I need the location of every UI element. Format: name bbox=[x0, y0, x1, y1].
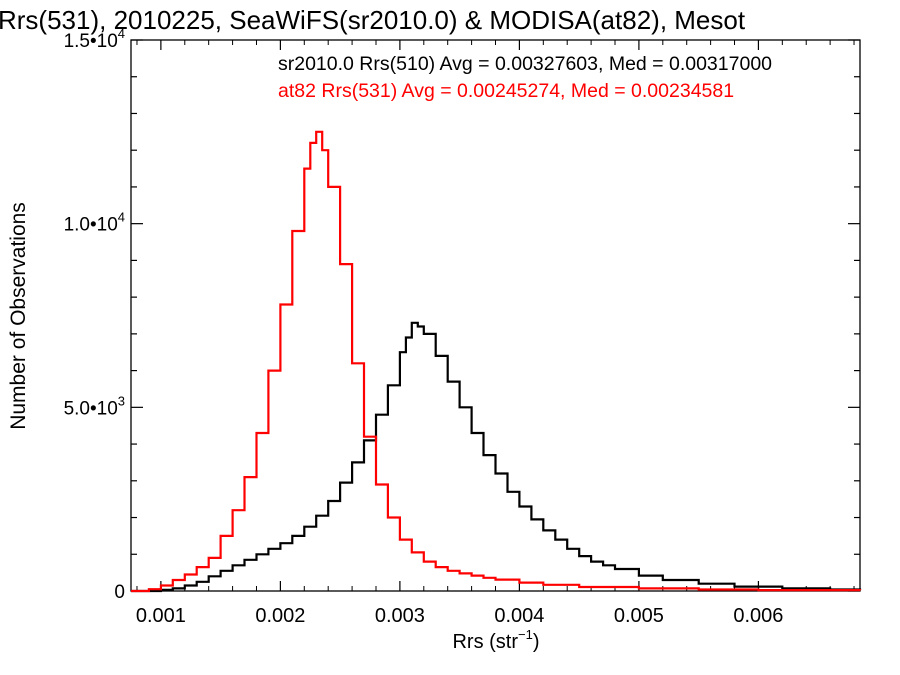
y-tick-label-3: 1.5•104 bbox=[64, 26, 125, 52]
annotation-sr2010: sr2010.0 Rrs(510) Avg = 0.00327603, Med … bbox=[278, 53, 772, 75]
series-group bbox=[131, 130, 862, 593]
x-tick-labels: 0.001 0.002 0.003 0.004 0.005 0.006 bbox=[136, 605, 784, 627]
annotation-at82: at82 Rrs(531) Avg = 0.00245274, Med = 0.… bbox=[278, 80, 734, 102]
y-tick-label-1: 5.0•103 bbox=[64, 393, 125, 419]
y-tick-mantissa: 5.0•10 bbox=[64, 398, 118, 419]
y-axis-label: Number of Observations bbox=[7, 202, 30, 430]
y-tick-exponent: 3 bbox=[118, 393, 125, 408]
x-axis-label: Rrs (str−1) bbox=[452, 627, 539, 653]
series-line-1 bbox=[131, 130, 862, 593]
x-tick-label-2: 0.003 bbox=[375, 605, 425, 627]
series-line-0 bbox=[131, 321, 862, 593]
y-tick-exponent: 4 bbox=[118, 26, 125, 41]
x-axis-label-main: Rrs (str bbox=[452, 631, 518, 653]
y-tick-mantissa: 1.5•10 bbox=[64, 31, 118, 52]
y-tick-label-2: 1.0•104 bbox=[64, 210, 125, 236]
chart-title: Rrs(531), 2010225, SeaWiFS(sr2010.0) & M… bbox=[0, 5, 746, 35]
x-tick-label-5: 0.006 bbox=[733, 605, 783, 627]
plot-frame bbox=[130, 39, 861, 592]
x-tick-label-1: 0.002 bbox=[255, 605, 305, 627]
x-axis-label-sup: −1 bbox=[518, 627, 533, 642]
x-tick-label-0: 0.001 bbox=[136, 605, 186, 627]
x-tick-label-3: 0.004 bbox=[494, 605, 544, 627]
y-tick-exponent: 4 bbox=[118, 210, 125, 225]
axis-ticks bbox=[131, 39, 860, 592]
y-tick-label-0: 0 bbox=[114, 582, 125, 603]
x-tick-label-4: 0.005 bbox=[614, 605, 664, 627]
y-tick-mantissa: 1.0•10 bbox=[64, 215, 118, 236]
x-axis-label-tail: ) bbox=[533, 631, 540, 653]
